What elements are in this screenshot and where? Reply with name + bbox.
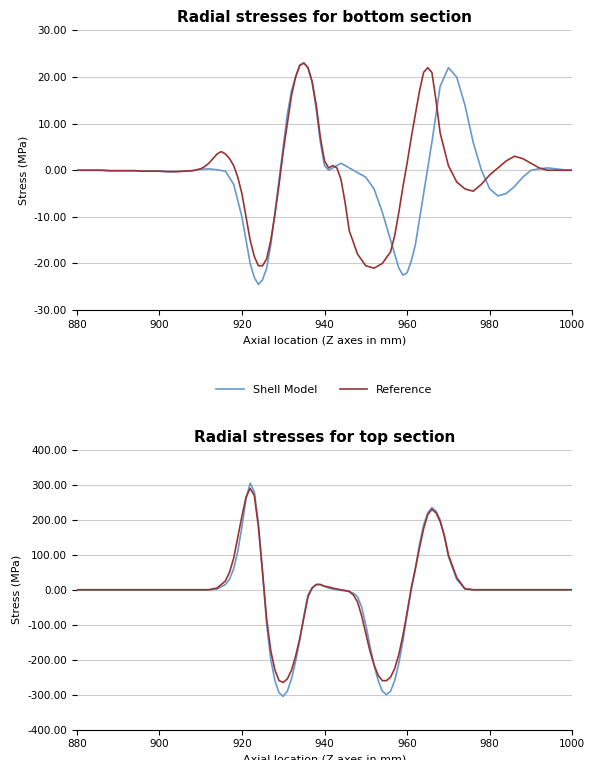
Shell Model bbox=[371, 185, 378, 194]
Y-axis label: Stress (MPa): Stress (MPa) bbox=[12, 555, 22, 625]
Reference bbox=[255, 261, 262, 271]
Reference bbox=[437, 517, 444, 526]
Reference bbox=[300, 59, 307, 68]
Shell Model bbox=[255, 519, 262, 528]
Shell Model bbox=[90, 585, 97, 594]
Line: Shell Model: Shell Model bbox=[77, 483, 572, 696]
Reference bbox=[569, 166, 576, 175]
Shell Model bbox=[309, 77, 316, 86]
Reference bbox=[371, 264, 378, 273]
X-axis label: Axial location (Z axes in mm): Axial location (Z axes in mm) bbox=[243, 335, 406, 345]
Reference bbox=[255, 522, 262, 531]
Reference bbox=[280, 678, 287, 687]
Reference bbox=[90, 585, 97, 594]
Shell Model bbox=[255, 280, 262, 289]
Reference bbox=[238, 189, 245, 198]
Reference bbox=[366, 646, 373, 655]
Title: Radial stresses for bottom section: Radial stresses for bottom section bbox=[177, 10, 472, 25]
Title: Radial stresses for top section: Radial stresses for top section bbox=[194, 429, 455, 445]
Shell Model bbox=[379, 207, 386, 217]
Reference bbox=[251, 491, 258, 500]
Reference bbox=[242, 212, 250, 221]
Shell Model bbox=[366, 641, 373, 651]
Shell Model bbox=[280, 692, 287, 701]
Shell Model bbox=[408, 257, 415, 266]
Reference bbox=[189, 166, 196, 176]
Reference bbox=[73, 166, 80, 175]
Shell Model bbox=[73, 166, 80, 175]
Reference bbox=[313, 100, 320, 109]
Shell Model bbox=[73, 585, 80, 594]
Shell Model bbox=[333, 585, 340, 594]
Reference bbox=[247, 484, 254, 493]
Shell Model bbox=[437, 515, 444, 524]
Reference bbox=[569, 585, 576, 594]
Line: Shell Model: Shell Model bbox=[77, 63, 572, 284]
Line: Reference: Reference bbox=[77, 489, 572, 682]
Y-axis label: Stress (MPa): Stress (MPa) bbox=[18, 135, 28, 205]
Reference bbox=[73, 585, 80, 594]
X-axis label: Axial location (Z axes in mm): Axial location (Z axes in mm) bbox=[243, 755, 406, 760]
Shell Model bbox=[511, 182, 518, 191]
Reference bbox=[544, 166, 551, 175]
Shell Model bbox=[247, 479, 254, 488]
Legend: Shell Model, Reference: Shell Model, Reference bbox=[212, 381, 437, 400]
Shell Model bbox=[300, 59, 307, 68]
Shell Model bbox=[395, 264, 402, 273]
Line: Reference: Reference bbox=[77, 63, 572, 268]
Shell Model bbox=[569, 166, 576, 175]
Shell Model bbox=[569, 585, 576, 594]
Shell Model bbox=[251, 487, 258, 496]
Reference bbox=[333, 584, 340, 594]
